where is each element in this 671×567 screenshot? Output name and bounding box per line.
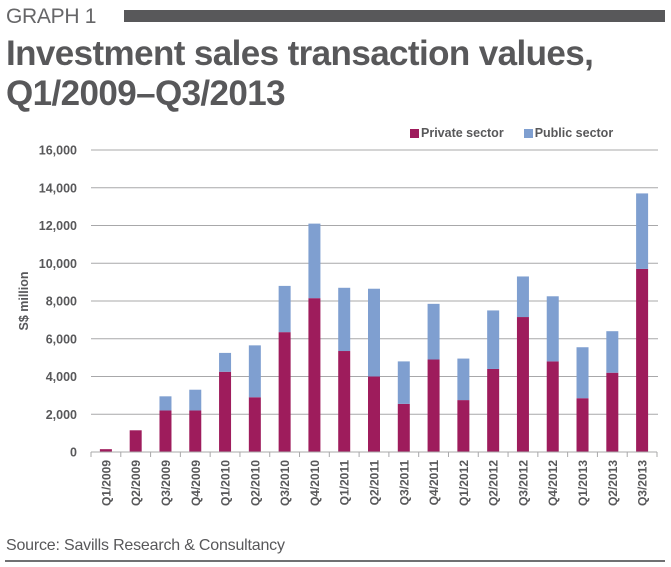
graph-header-rule bbox=[124, 10, 665, 22]
bar-private-Q2-2013 bbox=[606, 372, 619, 452]
bar-private-Q1-2011 bbox=[338, 351, 351, 452]
bar-private-Q1-2012 bbox=[457, 400, 470, 452]
bar-public-Q2-2010 bbox=[248, 345, 261, 398]
x-tick-label: Q1/2011 bbox=[338, 460, 352, 506]
x-tick-label: Q4/2010 bbox=[308, 460, 322, 506]
bar-private-Q1-2010 bbox=[219, 371, 232, 452]
y-tick-label: 6,000 bbox=[46, 332, 77, 346]
chart-title-line-2: Q1/2009–Q3/2013 bbox=[6, 74, 286, 113]
chart-title-line-1: Investment sales transaction values, bbox=[6, 34, 594, 73]
bar-public-Q3-2009 bbox=[159, 396, 172, 411]
bar-public-Q1-2010 bbox=[219, 352, 232, 372]
graph-number-label: GRAPH 1 bbox=[6, 5, 97, 28]
y-axis-label: S$ million bbox=[17, 271, 31, 330]
y-tick-label: 12,000 bbox=[39, 219, 77, 233]
x-tick-label: Q3/2009 bbox=[159, 460, 173, 506]
bar-private-Q2-2012 bbox=[487, 368, 500, 452]
bar-private-Q1-2013 bbox=[576, 398, 589, 452]
source-note: Source: Savills Research & Consultancy bbox=[6, 537, 285, 554]
bars bbox=[99, 193, 649, 452]
bar-private-Q2-2009 bbox=[129, 430, 142, 452]
x-tick-label: Q3/2013 bbox=[636, 460, 650, 506]
y-tick-label: 0 bbox=[70, 446, 77, 460]
bar-public-Q3-2013 bbox=[636, 193, 649, 269]
legend-swatch-private bbox=[410, 128, 419, 138]
x-axis bbox=[90, 451, 658, 457]
bar-private-Q3-2013 bbox=[636, 268, 649, 452]
bar-public-Q2-2011 bbox=[368, 288, 380, 377]
bar-public-Q3-2012 bbox=[516, 276, 529, 318]
x-tick-label: Q2/2013 bbox=[606, 460, 620, 506]
bar-public-Q4-2009 bbox=[189, 389, 202, 411]
chart-legend: Private sector Public sector bbox=[410, 126, 613, 140]
x-tick-label: Q2/2009 bbox=[129, 460, 143, 506]
bar-private-Q3-2012 bbox=[516, 317, 529, 452]
y-tick-label: 4,000 bbox=[46, 370, 77, 384]
chart-title: Investment sales transaction values, Q1/… bbox=[6, 34, 594, 114]
bar-public-Q4-2012 bbox=[546, 296, 559, 362]
legend-swatch-public bbox=[523, 128, 533, 138]
bar-private-Q4-2010 bbox=[308, 298, 321, 452]
bar-public-Q2-2013 bbox=[606, 331, 619, 373]
bar-private-Q2-2011 bbox=[368, 376, 380, 452]
x-tick-label: Q4/2012 bbox=[546, 460, 560, 506]
bar-private-Q1-2009 bbox=[99, 449, 112, 452]
bar-public-Q1-2011 bbox=[338, 287, 351, 352]
y-tick-label: 2,000 bbox=[46, 408, 77, 422]
x-tick-label: Q1/2009 bbox=[99, 460, 113, 506]
x-tick-label: Q3/2011 bbox=[397, 460, 411, 506]
bar-private-Q4-2011 bbox=[427, 359, 440, 452]
y-tick-label: 14,000 bbox=[39, 181, 77, 195]
x-axis-tick-labels: Q1/2009 Q2/2009 Q3/2009 Q4/2009 Q1/2010 Q2/20… bbox=[99, 460, 649, 506]
bar-public-Q1-2013 bbox=[576, 347, 589, 399]
bar-private-Q3-2009 bbox=[159, 410, 172, 452]
bar-chart: 0 2,000 4,000 6,000 8,000 10,000 12,000 14,000 1… bbox=[17, 144, 658, 506]
y-tick-label: 10,000 bbox=[39, 257, 77, 271]
bar-private-Q4-2009 bbox=[189, 410, 202, 452]
legend-label-public: Public sector bbox=[534, 126, 614, 140]
bar-private-Q2-2010 bbox=[248, 397, 261, 452]
x-tick-label: Q2/2010 bbox=[248, 460, 262, 506]
x-tick-label: Q3/2010 bbox=[278, 460, 292, 506]
legend-label-private: Private sector bbox=[421, 126, 504, 140]
bar-public-Q3-2010 bbox=[278, 285, 291, 333]
x-tick-label: Q1/2010 bbox=[219, 460, 233, 506]
x-tick-label: Q2/2011 bbox=[368, 460, 382, 506]
legend-item-public: Public sector bbox=[523, 126, 614, 140]
x-tick-label: Q4/2009 bbox=[189, 460, 203, 506]
bar-public-Q4-2010 bbox=[308, 223, 321, 299]
y-tick-label: 16,000 bbox=[39, 144, 77, 158]
footer-rule bbox=[5, 560, 665, 562]
x-tick-label: Q1/2012 bbox=[457, 460, 471, 506]
bar-private-Q3-2011 bbox=[397, 403, 410, 452]
x-tick-label: Q4/2011 bbox=[427, 460, 441, 506]
x-tick-label: Q2/2012 bbox=[487, 460, 501, 506]
x-tick-label: Q1/2013 bbox=[576, 460, 590, 506]
bar-private-Q4-2012 bbox=[546, 361, 559, 452]
bar-public-Q4-2011 bbox=[427, 303, 440, 360]
x-tick-label: Q3/2012 bbox=[516, 460, 530, 506]
y-axis-tick-labels: 0 2,000 4,000 6,000 8,000 10,000 12,000 14,000 1… bbox=[39, 144, 77, 460]
legend-item-private: Private sector bbox=[410, 126, 504, 140]
bar-public-Q2-2012 bbox=[487, 310, 500, 369]
bar-private-Q3-2010 bbox=[278, 332, 291, 452]
bar-public-Q1-2012 bbox=[457, 358, 470, 401]
bar-public-Q3-2011 bbox=[397, 361, 410, 404]
y-tick-label: 8,000 bbox=[46, 295, 77, 309]
